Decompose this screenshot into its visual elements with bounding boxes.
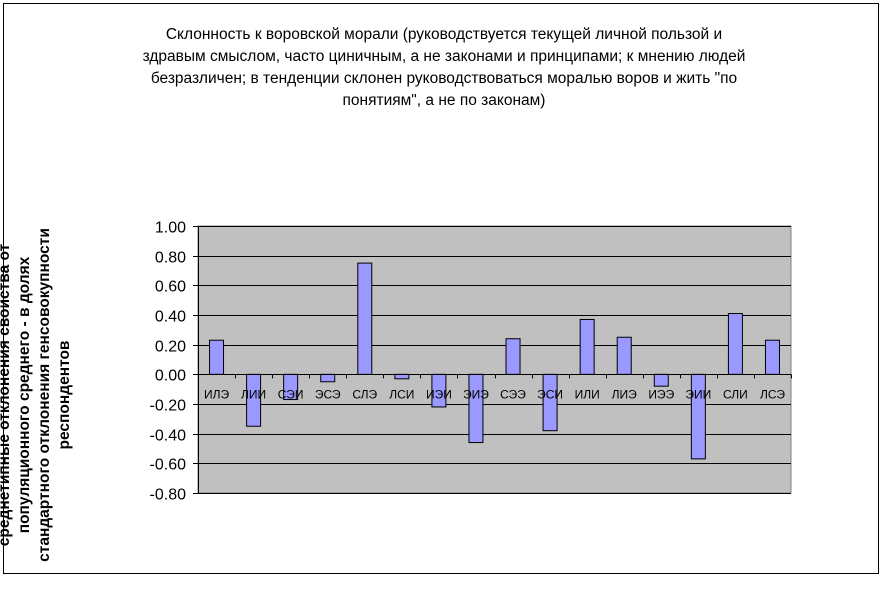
- x-tick-label: ИЛИ: [575, 387, 600, 401]
- chart-title: Склонность к воровской морали (руководст…: [64, 24, 824, 112]
- bar: [468, 373, 484, 444]
- bar: [505, 338, 521, 375]
- x-tick-label: ЭИИ: [685, 387, 711, 401]
- x-tick-label: СЭИ: [278, 387, 304, 401]
- chart-title-line: Склонность к воровской морали (руководст…: [165, 26, 723, 43]
- bar: [579, 318, 595, 375]
- bar-chart: 1.00 0.80 0.60 0.40 0.20 0.00 -0.20 -0.40 -0.60 -…: [150, 220, 792, 504]
- x-tick-label: ИЛЭ: [204, 387, 230, 401]
- y-tick-label: 0.40: [155, 309, 186, 326]
- y-tick-label: 0.80: [155, 250, 186, 267]
- bar: [727, 313, 743, 375]
- x-tick-label: ИЭЭ: [648, 387, 674, 401]
- x-tick-label: ЛСИ: [389, 387, 414, 401]
- x-tick-label: СЛИ: [723, 387, 748, 401]
- chart-title-line: здравым смыслом, часто циничным, а не за…: [142, 48, 746, 65]
- x-tick-label: ЭСИ: [537, 387, 563, 401]
- x-tick-label: ИЭИ: [426, 387, 452, 401]
- bar: [764, 339, 780, 375]
- bar: [209, 339, 225, 375]
- y-tick-label: 0.60: [155, 279, 186, 296]
- x-tick-label: СЭЭ: [500, 387, 526, 401]
- bar: [320, 373, 336, 383]
- y-tick-label: -0.20: [150, 398, 187, 415]
- y-tick-label: 0.20: [155, 339, 186, 356]
- x-tick-label: СЛЭ: [352, 387, 377, 401]
- bar: [542, 373, 558, 432]
- bar: [394, 373, 410, 380]
- chart-title-line: безразличен; в тенденции склонен руковод…: [150, 70, 738, 87]
- x-tick-label: ЭИЭ: [463, 387, 489, 401]
- x-tick-label: ЛИЭ: [612, 387, 638, 401]
- x-tick-label: ЭСЭ: [315, 387, 341, 401]
- bar: [616, 336, 632, 375]
- y-tick-label: -0.80: [150, 487, 187, 504]
- y-tick-label: 1.00: [155, 220, 186, 237]
- y-tick-label: 0.00: [155, 368, 186, 385]
- x-tick-label: ЛИИ: [241, 387, 266, 401]
- chart-title-line: понятиям", а не по законам): [342, 92, 546, 109]
- bar: [653, 373, 669, 387]
- bar: [357, 262, 373, 375]
- x-tick-label: ЛСЭ: [760, 387, 785, 401]
- y-tick-label: -0.40: [150, 428, 187, 445]
- y-tick-label: -0.60: [150, 457, 187, 474]
